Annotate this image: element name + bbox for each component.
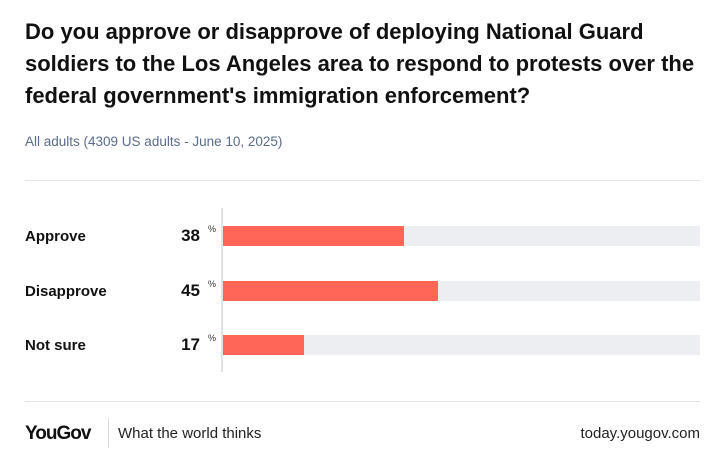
bar-row: Not sure 17% [0,333,723,357]
bar-track [223,226,700,246]
bar-row: Approve 38% [0,224,723,248]
unit-label: % [208,333,217,343]
bar-track [223,281,700,301]
bar-track [223,335,700,355]
footer-tagline: What the world thinks [118,425,262,442]
bar [223,281,438,301]
category-label: Not sure [25,337,86,354]
category-label: Approve [25,228,86,245]
unit-label: % [208,279,217,289]
bar [223,226,405,246]
bar-row: Disapprove 45% [0,279,723,303]
axis-line [221,208,223,372]
footer-url[interactable]: today.yougov.com [580,425,700,442]
category-label: Disapprove [25,283,107,300]
footer-separator [108,418,109,448]
yougov-logo: YouGov [25,423,91,444]
header-divider [25,180,700,181]
bar [223,335,305,355]
unit-label: % [208,224,217,234]
value-label: 17 [181,335,200,354]
chart-title: Do you approve or disapprove of deployin… [25,19,695,108]
footer-divider [25,401,700,402]
value-label: 45 [181,281,200,300]
value-label: 38 [181,226,200,245]
chart-subtitle: All adults (4309 US adults - June 10, 20… [25,134,283,149]
